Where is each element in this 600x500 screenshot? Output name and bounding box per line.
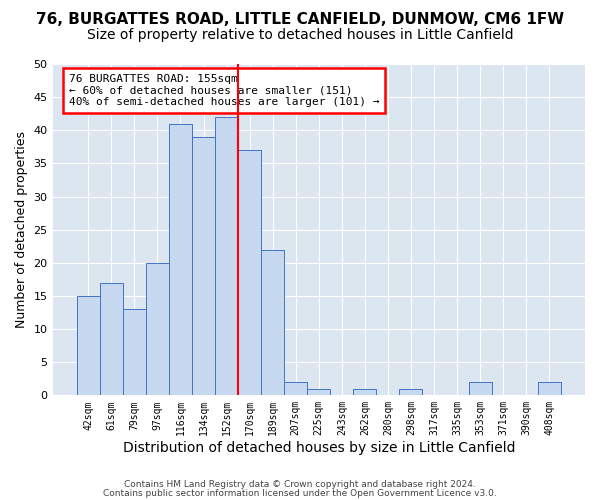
- X-axis label: Distribution of detached houses by size in Little Canfield: Distribution of detached houses by size …: [122, 441, 515, 455]
- Bar: [538, 382, 561, 396]
- Text: Contains HM Land Registry data © Crown copyright and database right 2024.: Contains HM Land Registry data © Crown c…: [124, 480, 476, 489]
- Y-axis label: Number of detached properties: Number of detached properties: [15, 131, 28, 328]
- Bar: [284, 382, 307, 396]
- Bar: [77, 296, 100, 396]
- Bar: [169, 124, 192, 396]
- Text: Size of property relative to detached houses in Little Canfield: Size of property relative to detached ho…: [86, 28, 514, 42]
- Bar: [353, 388, 376, 396]
- Text: 76 BURGATTES ROAD: 155sqm
← 60% of detached houses are smaller (151)
40% of semi: 76 BURGATTES ROAD: 155sqm ← 60% of detac…: [68, 74, 379, 107]
- Bar: [146, 263, 169, 396]
- Bar: [469, 382, 491, 396]
- Text: Contains public sector information licensed under the Open Government Licence v3: Contains public sector information licen…: [103, 489, 497, 498]
- Bar: [307, 388, 330, 396]
- Bar: [123, 309, 146, 396]
- Text: 76, BURGATTES ROAD, LITTLE CANFIELD, DUNMOW, CM6 1FW: 76, BURGATTES ROAD, LITTLE CANFIELD, DUN…: [36, 12, 564, 28]
- Bar: [215, 117, 238, 396]
- Bar: [192, 137, 215, 396]
- Bar: [400, 388, 422, 396]
- Bar: [238, 150, 261, 396]
- Bar: [100, 282, 123, 396]
- Bar: [261, 250, 284, 396]
